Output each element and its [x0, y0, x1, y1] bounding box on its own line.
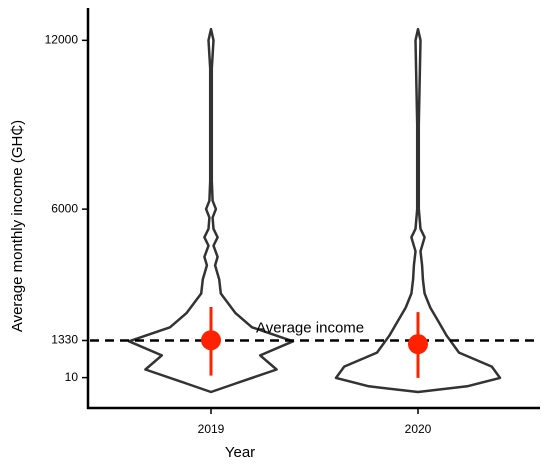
mean-point: [408, 334, 428, 355]
y-axis-title: Average monthly income (GH₵): [9, 120, 26, 332]
y-tick-label: 1330: [51, 333, 78, 347]
y-tick-label: 6000: [51, 201, 78, 215]
x-axis-title: Year: [225, 444, 255, 461]
y-tick-label: 10: [65, 370, 79, 384]
violin: [127, 27, 295, 394]
violin: [334, 27, 502, 394]
mean-point: [201, 330, 221, 351]
x-tick-label: 2020: [405, 422, 432, 436]
y-tick-label: 12000: [45, 33, 79, 47]
reference-label: Average income: [256, 319, 364, 336]
x-tick-label: 2019: [198, 422, 225, 436]
